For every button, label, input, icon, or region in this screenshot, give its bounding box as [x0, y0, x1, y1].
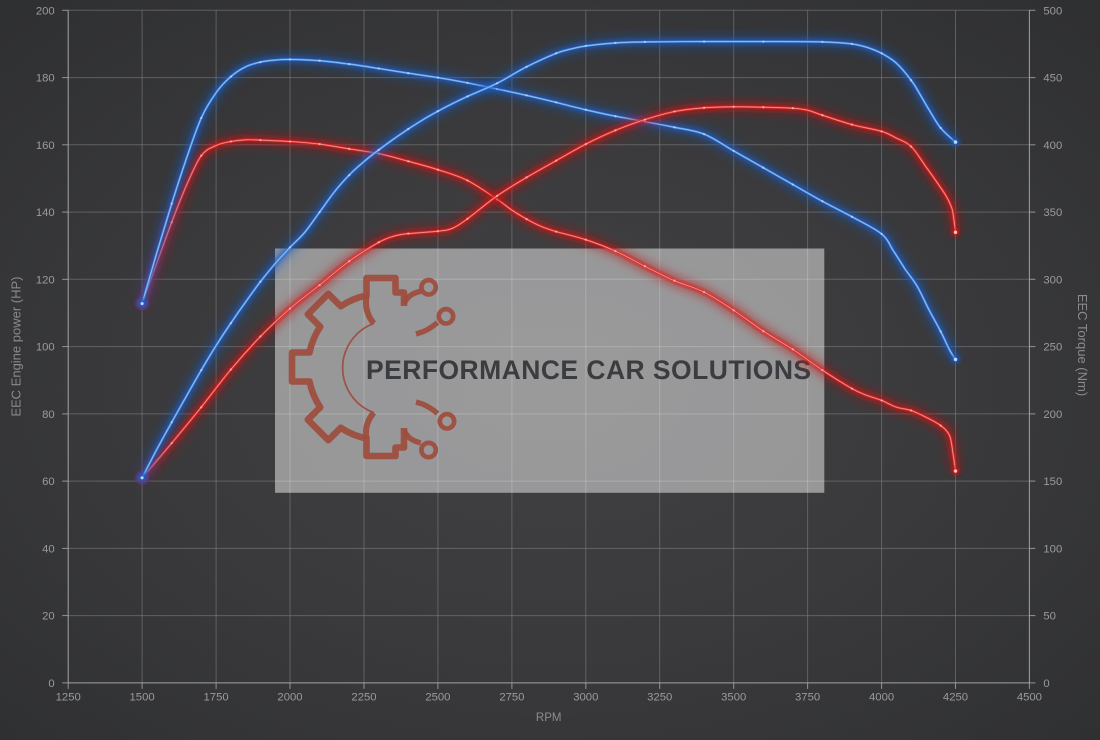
svg-text:120: 120 [36, 274, 55, 286]
svg-text:0: 0 [1043, 678, 1049, 690]
svg-text:1250: 1250 [56, 691, 81, 703]
svg-text:50: 50 [1043, 611, 1056, 623]
svg-text:3250: 3250 [647, 691, 672, 703]
svg-text:60: 60 [42, 476, 55, 488]
svg-text:EEC Engine power (HP): EEC Engine power (HP) [9, 277, 24, 417]
svg-text:200: 200 [36, 5, 55, 17]
svg-text:3000: 3000 [573, 691, 598, 703]
svg-text:2500: 2500 [425, 691, 450, 703]
svg-text:4500: 4500 [1017, 691, 1042, 703]
svg-text:3750: 3750 [795, 691, 820, 703]
svg-text:EEC Torque (Nm): EEC Torque (Nm) [1075, 294, 1090, 396]
svg-text:4250: 4250 [943, 691, 968, 703]
svg-text:40: 40 [42, 543, 55, 555]
svg-text:140: 140 [36, 207, 55, 219]
svg-text:1750: 1750 [204, 691, 229, 703]
svg-text:100: 100 [1043, 543, 1062, 555]
svg-text:400: 400 [1043, 140, 1062, 152]
svg-text:2750: 2750 [499, 691, 524, 703]
svg-text:200: 200 [1043, 409, 1062, 421]
svg-text:2000: 2000 [277, 691, 302, 703]
svg-text:150: 150 [1043, 476, 1062, 488]
svg-text:250: 250 [1043, 342, 1062, 354]
svg-text:500: 500 [1043, 5, 1062, 17]
svg-text:20: 20 [42, 611, 55, 623]
svg-text:80: 80 [42, 409, 55, 421]
svg-text:300: 300 [1043, 274, 1062, 286]
svg-text:160: 160 [36, 140, 55, 152]
svg-text:2250: 2250 [351, 691, 376, 703]
svg-text:4000: 4000 [869, 691, 894, 703]
svg-text:180: 180 [36, 73, 55, 85]
svg-text:1500: 1500 [130, 691, 155, 703]
svg-text:3500: 3500 [721, 691, 746, 703]
svg-text:RPM: RPM [536, 712, 562, 724]
svg-text:0: 0 [48, 678, 54, 690]
svg-text:100: 100 [36, 342, 55, 354]
svg-text:PERFORMANCE CAR SOLUTIONS: PERFORMANCE CAR SOLUTIONS [366, 355, 812, 385]
svg-text:450: 450 [1043, 73, 1062, 85]
svg-text:350: 350 [1043, 207, 1062, 219]
